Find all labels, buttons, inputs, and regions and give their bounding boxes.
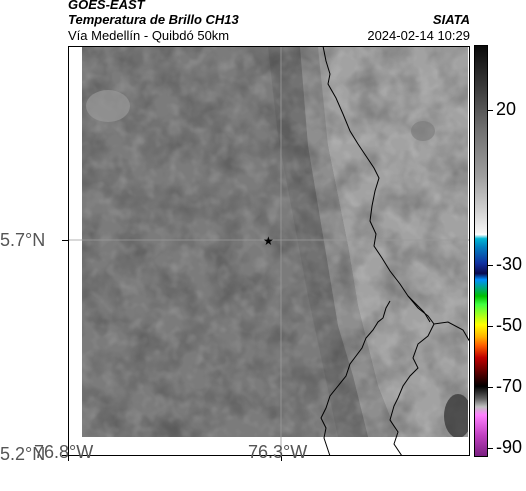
y-label-5.7: 5.7°N: [0, 230, 46, 250]
xtick-76.8: [68, 455, 69, 461]
colorbar-label-minus30: -30: [496, 254, 523, 274]
colorbar-label-20: 20: [496, 99, 517, 119]
colorbar-label-minus90: -90: [496, 437, 523, 457]
y-label-5.2: 5.2°N: [0, 444, 46, 464]
datetime-label: 2024-02-14 10:29: [367, 28, 470, 43]
x-label-76.3: 76.3°W: [248, 442, 308, 462]
star-icon: ★: [263, 234, 274, 248]
ytick-5.7: [62, 240, 68, 241]
ytick-5.2: [62, 455, 68, 456]
map-frame: [68, 46, 470, 456]
satellite-map: ★: [68, 46, 470, 456]
x-label-76.8: 76.8°W: [34, 442, 94, 462]
department-border: [322, 46, 470, 343]
satellite-title: GOES-EAST: [68, 0, 145, 12]
colorbar-tick: [488, 110, 493, 111]
region-subtitle: Vía Medellín - Quibdó 50km: [68, 28, 230, 43]
colorbar-label-minus70: -70: [496, 376, 523, 396]
colorbar-label-minus50: -50: [496, 315, 523, 335]
colorbar: [474, 45, 488, 457]
organization-label: SIATA: [432, 12, 470, 27]
colorbar-tick: [488, 326, 493, 327]
product-title: Temperatura de Brillo CH13: [68, 12, 239, 27]
colorbar-tick: [488, 387, 493, 388]
colorbar-tick: [488, 265, 493, 266]
colorbar-tick: [488, 448, 493, 449]
xtick-76.3: [281, 455, 282, 461]
